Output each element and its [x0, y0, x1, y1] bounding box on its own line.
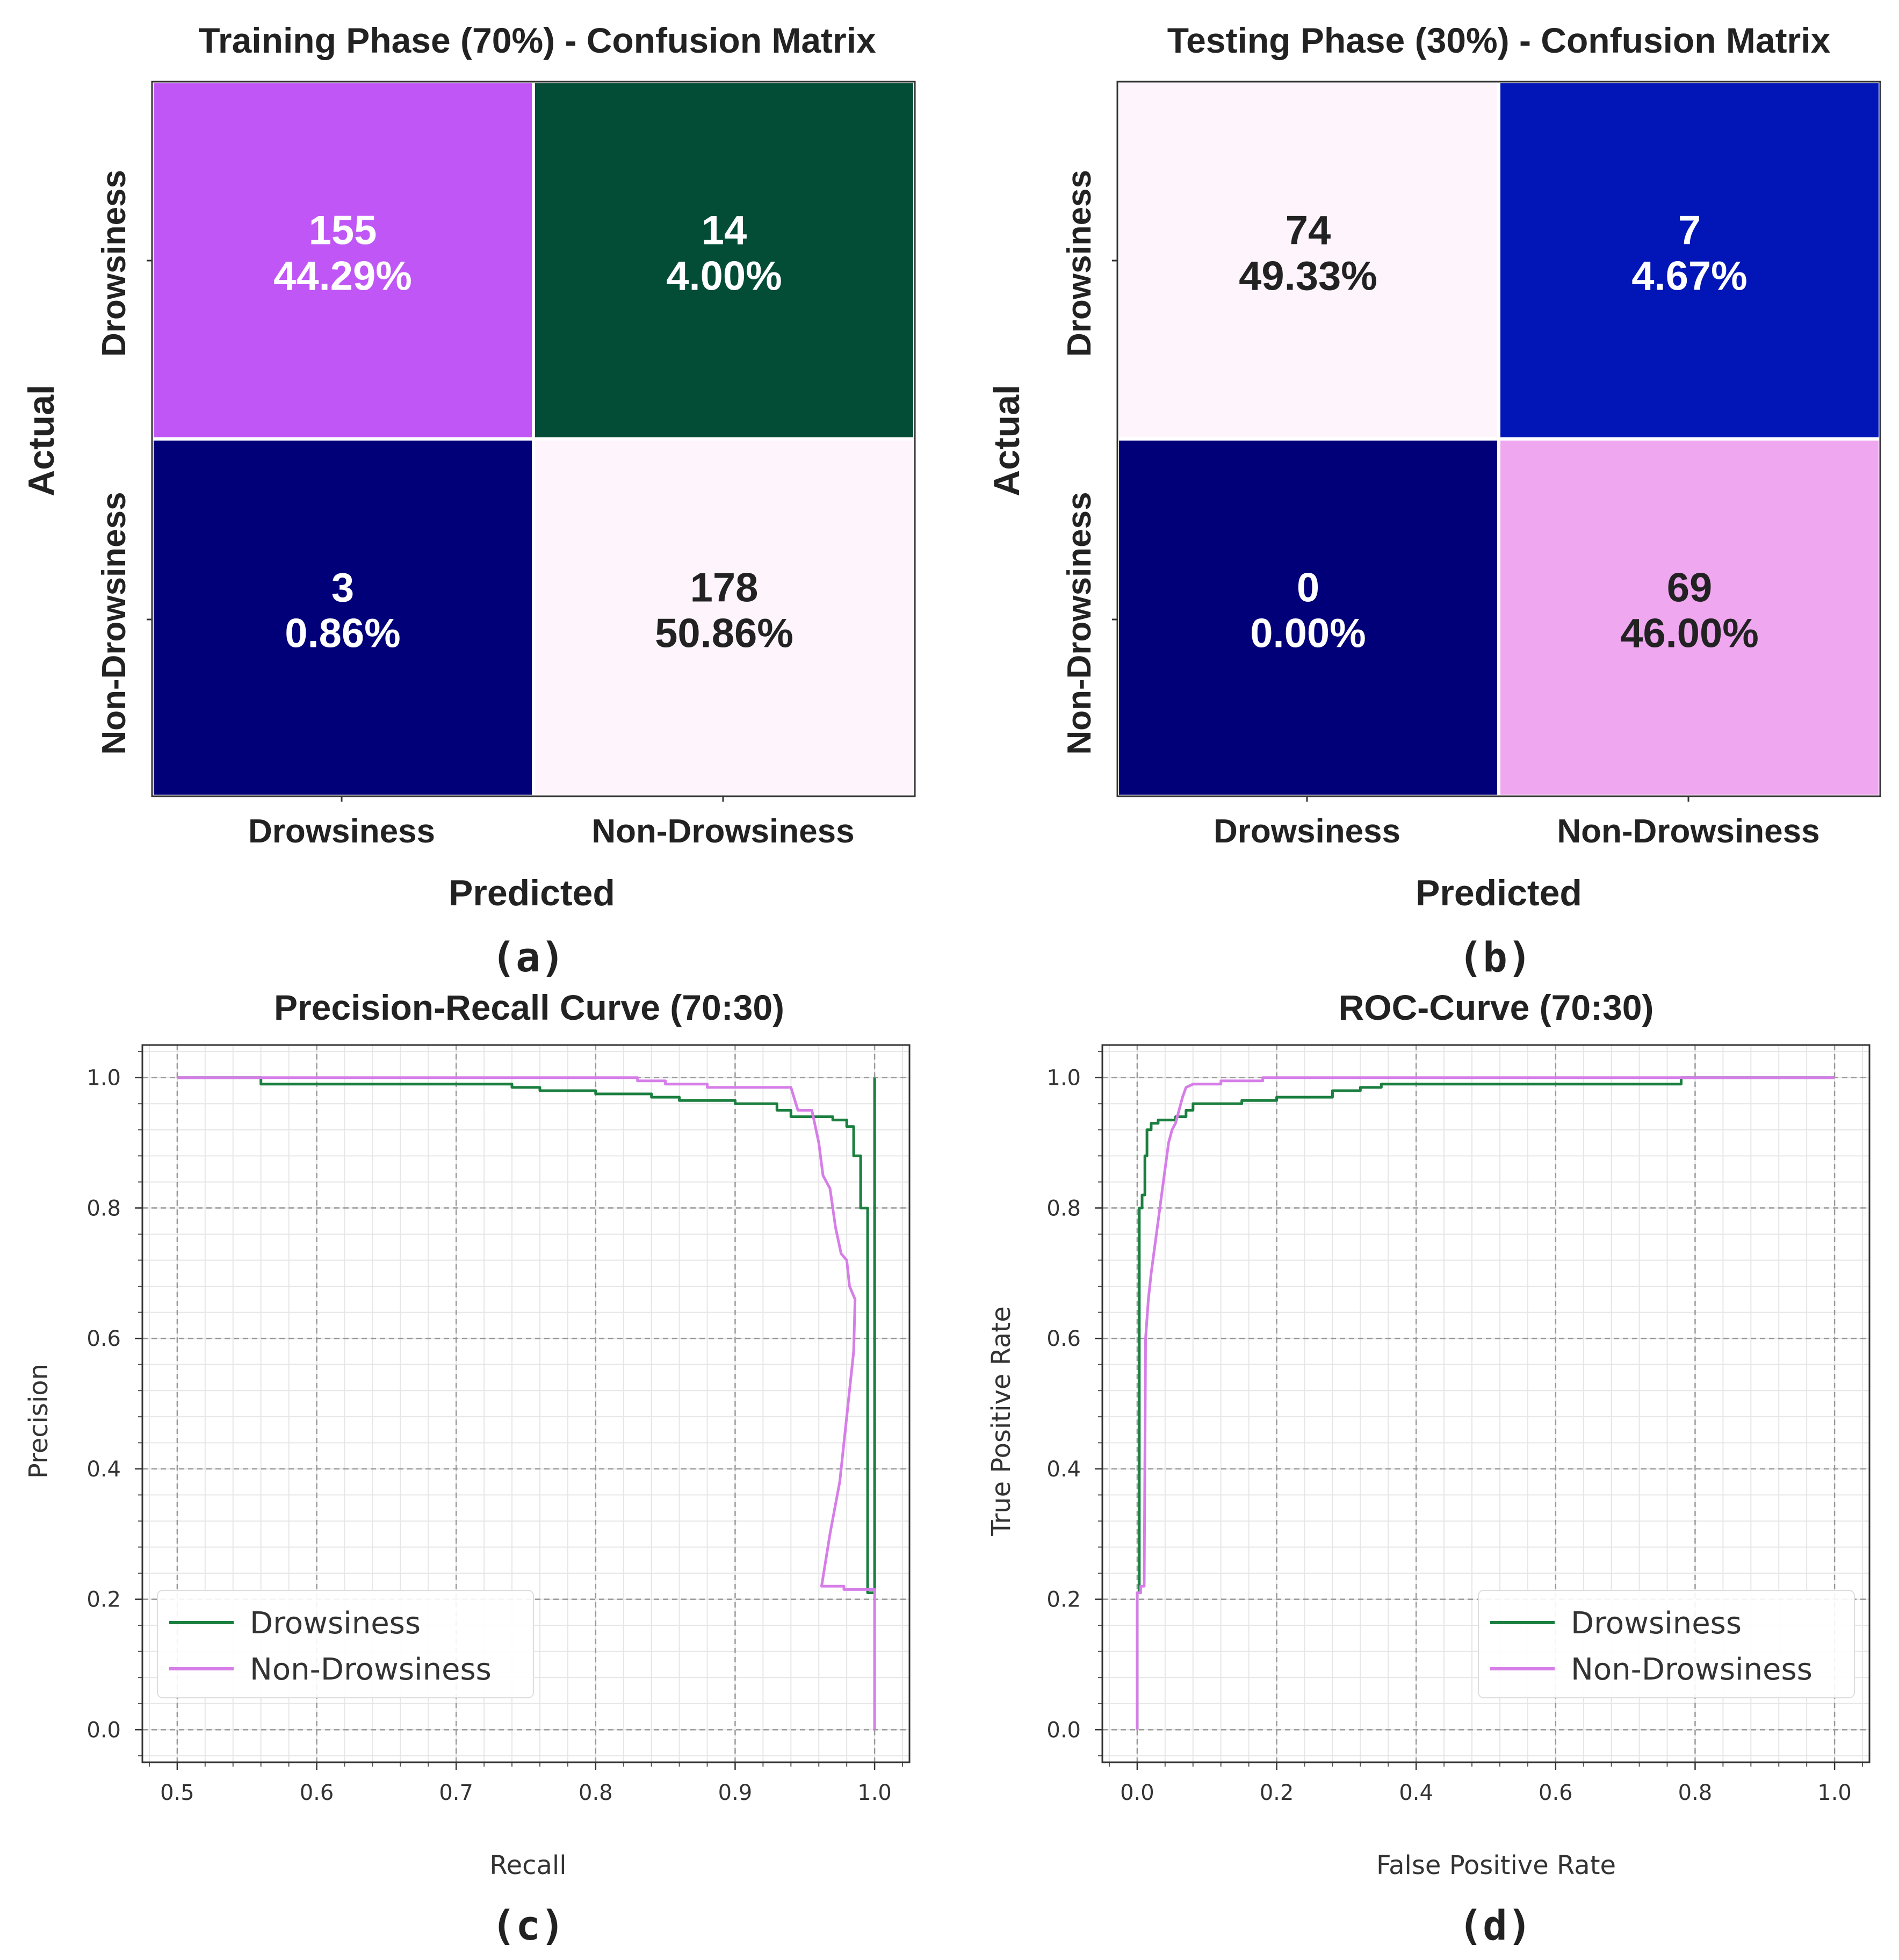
cell-percent: 44.29% — [273, 254, 412, 299]
legend-label: Drowsiness — [1571, 1606, 1742, 1641]
y-axis-label: Actual — [21, 385, 62, 496]
cell-percent: 50.86% — [655, 611, 793, 657]
chart-title: ROC-Curve (70:30) — [1339, 988, 1654, 1027]
x-tick-label: 0.7 — [439, 1781, 473, 1805]
x-tick-label: 0.8 — [579, 1781, 613, 1805]
y-tick-label: 0.6 — [1046, 1327, 1081, 1351]
y-tick-label: 0.4 — [1046, 1457, 1081, 1482]
x-tick-label: 1.0 — [857, 1781, 892, 1805]
heatmap-cell — [1500, 441, 1879, 795]
panel-label: (c) — [491, 1901, 565, 1949]
series-line-non-drowsiness — [177, 1076, 876, 1730]
x-tick-label: 0.2 — [1260, 1781, 1294, 1805]
x-tick-label: Non-Drowsiness — [1557, 813, 1819, 850]
plot-area: 0.5 0.6 0.7 0.8 0.9 1.0 0.0 0.2 0.4 0.6 0.8 1.0 Drow… — [86, 1044, 911, 1805]
y-tick-label: 0.8 — [1046, 1196, 1081, 1221]
x-tick-label: 0.8 — [1678, 1781, 1713, 1805]
x-axis-label: Predicted — [449, 873, 615, 913]
chart-title: Testing Phase (30%) - Confusion Matrix — [1167, 20, 1831, 60]
x-axis-label: Recall — [489, 1850, 566, 1880]
y-axis-label: True Positive Rate — [986, 1306, 1016, 1537]
x-axis-label: Predicted — [1416, 873, 1582, 913]
cell-count: 155 — [309, 208, 377, 254]
cell-percent: 4.00% — [666, 254, 782, 299]
y-tick-label: Drowsiness — [96, 170, 133, 357]
heatmap-cell — [535, 441, 913, 795]
series-line-drowsiness — [1136, 1076, 1835, 1730]
y-tick-label: Non-Drowsiness — [96, 492, 133, 754]
legend-box — [1478, 1590, 1855, 1698]
cell-count: 3 — [331, 565, 354, 611]
confusion-matrix-testing: Testing Phase (30%) - Confusion Matrix 7… — [986, 20, 1881, 981]
y-tick-label: 0.8 — [86, 1196, 121, 1221]
heatmap-cell — [1119, 441, 1497, 795]
confusion-matrix-training: Training Phase (70%) - Confusion Matrix … — [21, 20, 916, 981]
panel-label: (a) — [491, 933, 565, 981]
y-tick-label: 0.0 — [86, 1718, 121, 1742]
y-tick-label: 0.0 — [1046, 1718, 1081, 1742]
x-tick-label: 0.0 — [1120, 1781, 1154, 1805]
cell-percent: 0.86% — [285, 611, 401, 657]
y-tick-label: 1.0 — [1046, 1066, 1081, 1091]
heatmap-cell — [154, 441, 532, 795]
x-tick-label: 0.4 — [1399, 1781, 1433, 1805]
panel-label: (b) — [1458, 933, 1532, 981]
y-tick-label: 0.6 — [86, 1327, 121, 1351]
y-tick-label: Drowsiness — [1061, 170, 1098, 357]
series-line-drowsiness — [177, 1076, 876, 1594]
y-tick-label: 0.4 — [86, 1457, 121, 1482]
legend-label: Non-Drowsiness — [1571, 1652, 1813, 1687]
legend-label: Non-Drowsiness — [250, 1652, 492, 1687]
heatmap-cell — [1119, 83, 1497, 437]
cell-percent: 46.00% — [1620, 611, 1759, 657]
cell-percent: 49.33% — [1239, 254, 1377, 299]
cell-count: 178 — [690, 565, 759, 611]
x-tick-label: 1.0 — [1817, 1781, 1852, 1805]
cell-count: 74 — [1286, 208, 1331, 254]
x-tick-label: Drowsiness — [1214, 813, 1400, 850]
heatmap-cell — [1500, 83, 1879, 437]
chart-title: Training Phase (70%) - Confusion Matrix — [198, 20, 876, 60]
x-tick-label: Drowsiness — [248, 813, 435, 850]
y-axis-label: Actual — [986, 385, 1027, 496]
y-tick-label: 0.2 — [1046, 1588, 1081, 1612]
precision-recall-chart: Precision-Recall Curve (70:30) 0.5 0.6 0.7… — [24, 988, 911, 1949]
x-tick-label: 0.5 — [160, 1781, 194, 1805]
x-tick-label: 0.9 — [718, 1781, 753, 1805]
plot-frame — [1116, 81, 1881, 797]
cell-count: 7 — [1678, 208, 1701, 254]
x-axis-label: False Positive Rate — [1376, 1850, 1616, 1880]
plot-area: 0.0 0.2 0.4 0.6 0.8 1.0 0.0 0.2 0.4 0.6 0.8 1.0 Drow… — [1046, 1044, 1871, 1805]
legend-label: Drowsiness — [250, 1606, 421, 1641]
cell-count: 14 — [702, 208, 747, 254]
plot-frame — [151, 81, 916, 797]
plot-frame — [1101, 1044, 1871, 1763]
y-axis-label: Precision — [24, 1364, 54, 1479]
cell-percent: 4.67% — [1631, 254, 1748, 299]
roc-chart: ROC-Curve (70:30) 0.0 0.2 0.4 0.6 0.8 1.00.00… — [986, 988, 1871, 1949]
y-tick-label: 1.0 — [86, 1066, 121, 1091]
x-tick-label: 0.6 — [1539, 1781, 1573, 1805]
heatmap-cell — [535, 83, 913, 437]
legend-box — [157, 1590, 534, 1698]
x-tick-label: 0.6 — [300, 1781, 334, 1805]
cell-count: 0 — [1297, 565, 1319, 611]
x-tick-label: Non-Drowsiness — [591, 813, 854, 850]
cell-percent: 0.00% — [1250, 611, 1366, 657]
heatmap-cell — [154, 83, 532, 437]
series-line-non-drowsiness — [1136, 1076, 1835, 1730]
y-tick-label: Non-Drowsiness — [1061, 492, 1098, 754]
plot-frame — [141, 1044, 911, 1763]
panel-label: (d) — [1458, 1901, 1532, 1949]
cell-count: 69 — [1667, 565, 1713, 611]
chart-title: Precision-Recall Curve (70:30) — [274, 988, 784, 1027]
y-tick-label: 0.2 — [86, 1588, 121, 1612]
